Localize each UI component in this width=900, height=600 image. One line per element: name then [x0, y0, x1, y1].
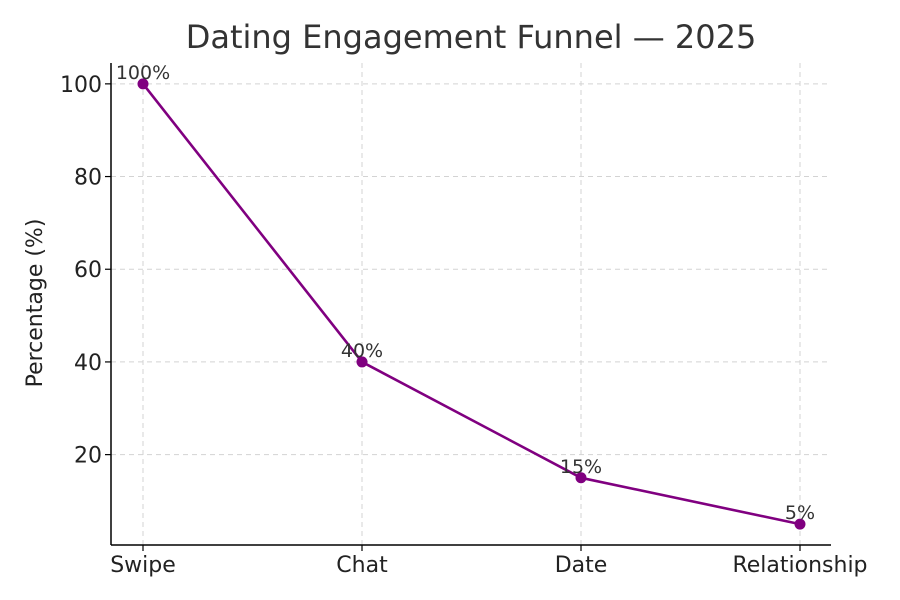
data-label: 40% [341, 340, 383, 362]
y-tick-label: 20 [74, 444, 102, 469]
x-tick-label: Date [555, 553, 608, 578]
data-label: 15% [560, 456, 602, 478]
data-point [794, 518, 806, 530]
data-label: 5% [785, 502, 815, 524]
x-tick-label: Chat [336, 553, 388, 578]
y-axis-label: Percentage (%) [23, 219, 48, 388]
series-layer [137, 78, 806, 530]
data-label: 100% [116, 62, 170, 84]
x-tick-label: Relationship [732, 553, 867, 578]
y-tick-label: 40 [74, 351, 102, 376]
series-line [141, 83, 801, 526]
chart-title: Dating Engagement Funnel — 2025 [186, 18, 757, 56]
tick-labels: 20 40 60 80 100 Swipe Chat Date Relationship [60, 73, 868, 578]
y-tick-label: 100 [60, 73, 102, 98]
y-tick-label: 60 [74, 258, 102, 283]
x-tick-label: Swipe [110, 553, 176, 578]
data-point [575, 472, 587, 484]
axes [110, 63, 831, 546]
grid-lines [111, 63, 831, 545]
data-point [356, 356, 368, 368]
data-point [137, 78, 149, 90]
data-labels: 100% 40% 15% 5% [116, 62, 815, 524]
y-tick-label: 80 [74, 166, 102, 191]
